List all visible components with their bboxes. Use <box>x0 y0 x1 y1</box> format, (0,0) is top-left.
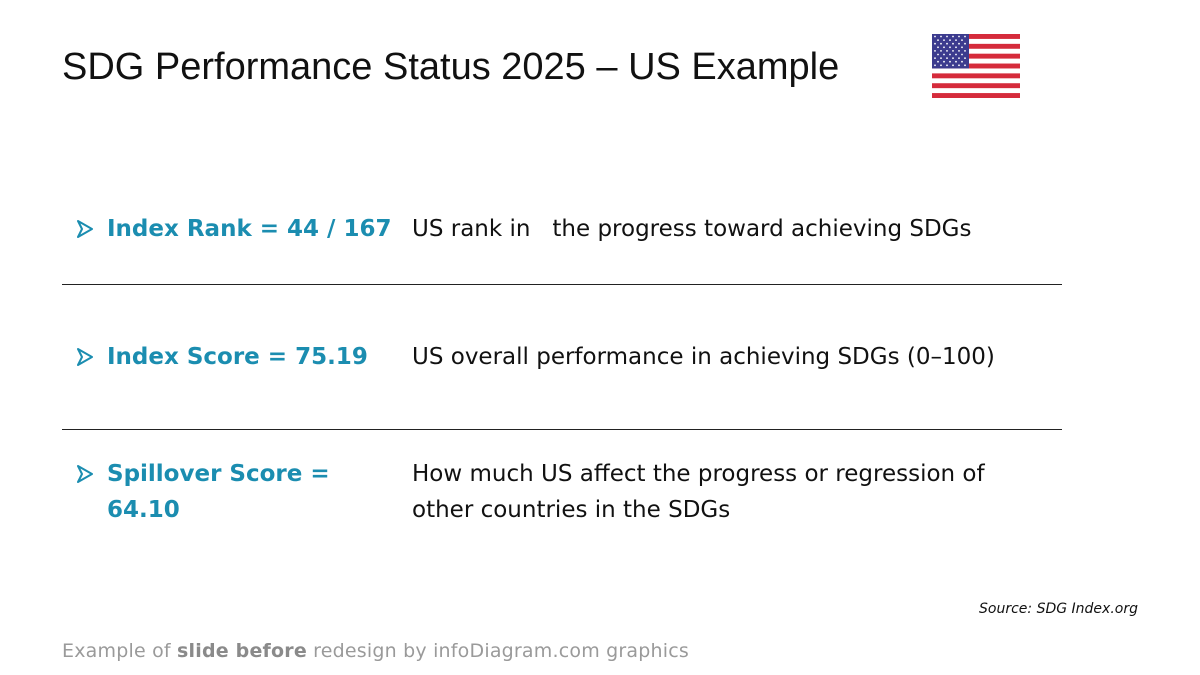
flag-star <box>955 60 957 63</box>
flag-star <box>946 57 948 59</box>
flag-star <box>949 60 951 63</box>
flag-star <box>943 39 945 41</box>
flag-star <box>955 46 957 49</box>
flag-star <box>943 46 945 49</box>
flag-star <box>946 35 948 38</box>
flag-star <box>958 64 960 67</box>
spillover-score-label: Spillover Score = 64.10 <box>107 461 330 523</box>
flag-star <box>964 35 966 38</box>
flag-star <box>940 35 942 38</box>
flag-star <box>961 60 963 63</box>
index-rank-label: Index Rank = 44 / 167 <box>107 216 392 242</box>
flag-star <box>955 53 957 56</box>
footer-text-bold: slide before <box>177 640 307 662</box>
flag-star <box>946 42 948 45</box>
flag-star <box>940 57 942 59</box>
arrow-bullet-icon <box>77 348 93 366</box>
flag-star <box>934 42 936 45</box>
slide-title: SDG Performance Status 2025 – US Example <box>62 46 840 88</box>
footer-text-2: redesign by infoDiagram.com graphics <box>306 640 689 662</box>
flag-star <box>964 50 966 52</box>
source-note: Source: SDG Index.org <box>979 601 1138 617</box>
flag-star <box>946 50 948 52</box>
divider <box>62 284 1062 285</box>
flag-star <box>958 42 960 45</box>
flag-star <box>952 57 954 59</box>
flag-star <box>949 46 951 49</box>
flag-star <box>949 39 951 41</box>
flag-star <box>940 42 942 45</box>
flag-star <box>937 60 939 63</box>
index-rank-description: US rank in the progress toward achieving… <box>412 216 972 242</box>
flag-star <box>958 35 960 38</box>
divider <box>62 429 1062 430</box>
flag-star <box>946 64 948 67</box>
spillover-score-description: How much US affect the progress or regre… <box>412 461 992 523</box>
flag-star <box>940 50 942 52</box>
flag-star <box>958 50 960 52</box>
flag-star <box>934 64 936 67</box>
flag-star <box>937 46 939 49</box>
index-score-description: US overall performance in achieving SDGs… <box>412 344 995 370</box>
flag-star <box>964 57 966 59</box>
flag-star <box>961 46 963 49</box>
flag-star <box>952 35 954 38</box>
flag-star <box>943 53 945 56</box>
flag-star <box>961 39 963 41</box>
flag-star <box>961 53 963 56</box>
arrow-bullet-icon <box>77 220 93 238</box>
flag-star <box>952 64 954 67</box>
flag-star <box>934 57 936 59</box>
flag-star <box>955 39 957 41</box>
index-score-label: Index Score = 75.19 <box>107 344 368 370</box>
flag-star <box>934 50 936 52</box>
flag-star <box>949 53 951 56</box>
flag-star <box>937 53 939 56</box>
flag-star <box>958 57 960 59</box>
flag-star <box>937 39 939 41</box>
us-flag-icon <box>932 34 1020 98</box>
footer-text-1: Example of <box>62 640 178 662</box>
flag-star <box>952 42 954 45</box>
footer-caption: Example of slide before redesign by info… <box>62 640 689 662</box>
flag-star <box>964 42 966 45</box>
flag-star <box>934 35 936 38</box>
flag-star <box>952 50 954 52</box>
flag-star <box>943 60 945 63</box>
flag-star <box>964 64 966 67</box>
arrow-bullet-icon <box>77 465 93 483</box>
flag-star <box>940 64 942 67</box>
